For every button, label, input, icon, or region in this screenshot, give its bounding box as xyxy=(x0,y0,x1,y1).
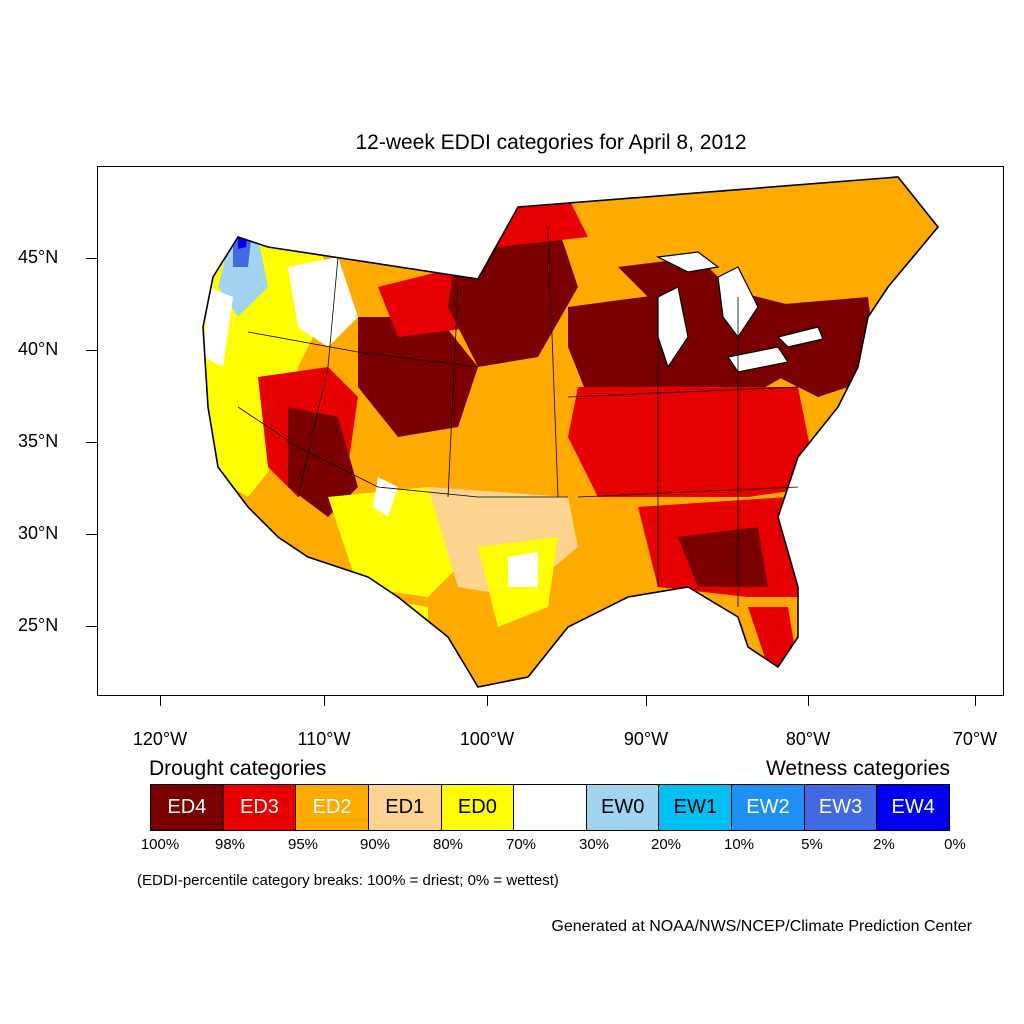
lon-tick xyxy=(808,696,809,706)
lon-label-70: 70°W xyxy=(952,729,998,749)
lat-label-30: 30°N xyxy=(18,523,59,543)
legend-cell-ew4: EW4 xyxy=(877,785,950,830)
legend-cell-ew3: EW3 xyxy=(804,785,878,830)
lon-label-100: 100°W xyxy=(459,729,515,749)
map-canvas xyxy=(202,176,940,688)
pct-label: 0% xyxy=(944,836,966,853)
legend-cell-ew0: EW0 xyxy=(586,785,660,830)
pct-label: 100% xyxy=(140,836,180,853)
coastline xyxy=(202,176,940,688)
pct-label: 10% xyxy=(723,836,755,853)
lat-tick xyxy=(86,258,97,259)
legend-cell-ed3: ED3 xyxy=(223,785,297,830)
pct-label: 80% xyxy=(432,836,464,853)
legend-cell-ed2: ED2 xyxy=(296,785,369,830)
lon-tick xyxy=(975,696,976,706)
lat-label-25: 25°N xyxy=(18,615,59,635)
lat-label-45: 45°N xyxy=(18,247,59,267)
lat-tick xyxy=(86,350,97,351)
lat-label-35: 35°N xyxy=(18,431,59,451)
legend-cell-ed4: ED4 xyxy=(151,785,224,830)
lat-label-40: 40°N xyxy=(18,339,59,359)
pct-label: 30% xyxy=(578,836,610,853)
lon-tick xyxy=(487,696,488,706)
pct-label: 95% xyxy=(287,836,319,853)
drought-heading: Drought categories xyxy=(149,757,327,780)
legend-cell-ew1: EW1 xyxy=(659,785,733,830)
lat-tick xyxy=(86,626,97,627)
lon-label-110: 110°W xyxy=(297,729,351,749)
lon-tick xyxy=(324,696,325,706)
credit-line: Generated at NOAA/NWS/NCEP/Climate Predi… xyxy=(551,918,972,935)
category-note: (EDDI-percentile category breaks: 100% =… xyxy=(137,872,559,889)
state-boundaries xyxy=(237,226,799,607)
lon-tick xyxy=(646,696,647,706)
category-legend: ED4 ED3 ED2 ED1 ED0 EW0 EW1 EW2 EW3 EW4 xyxy=(150,784,950,831)
pct-label: 5% xyxy=(801,836,823,853)
eddi-map xyxy=(97,166,1004,696)
lon-label-120: 120°W xyxy=(132,729,188,749)
pct-label: 20% xyxy=(650,836,682,853)
legend-cell-ed0: ED0 xyxy=(441,785,515,830)
lat-tick xyxy=(86,534,97,535)
wetness-heading: Wetness categories xyxy=(765,757,950,780)
lon-tick xyxy=(160,696,161,706)
lon-label-90: 90°W xyxy=(623,729,669,749)
map-title: 12-week EDDI categories for April 8, 201… xyxy=(355,131,747,154)
pct-label: 2% xyxy=(873,836,895,853)
pct-label: 90% xyxy=(359,836,391,853)
legend-cell-ed1: ED1 xyxy=(368,785,442,830)
legend-cell-ew2: EW2 xyxy=(732,785,805,830)
lat-tick xyxy=(86,442,97,443)
drought-shading xyxy=(203,177,938,687)
lon-label-80: 80°W xyxy=(785,729,831,749)
legend-cell-neutral xyxy=(514,785,587,830)
great-lakes xyxy=(655,251,824,373)
pct-label: 98% xyxy=(214,836,246,853)
pct-label: 70% xyxy=(505,836,537,853)
